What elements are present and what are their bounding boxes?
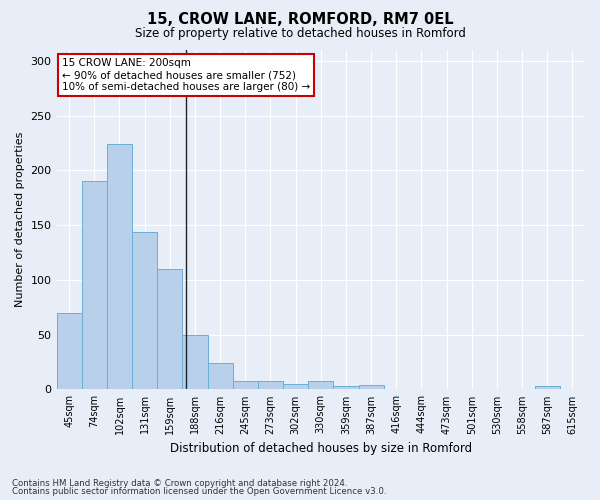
Bar <box>132 232 157 390</box>
Text: Size of property relative to detached houses in Romford: Size of property relative to detached ho… <box>134 28 466 40</box>
Bar <box>535 386 560 390</box>
Bar <box>56 313 82 390</box>
Text: Contains public sector information licensed under the Open Government Licence v3: Contains public sector information licen… <box>12 487 386 496</box>
Bar <box>208 363 233 390</box>
X-axis label: Distribution of detached houses by size in Romford: Distribution of detached houses by size … <box>170 442 472 455</box>
Bar <box>283 384 308 390</box>
Bar <box>182 334 208 390</box>
Bar <box>82 182 107 390</box>
Bar <box>157 269 182 390</box>
Bar <box>334 386 359 390</box>
Bar <box>107 144 132 390</box>
Y-axis label: Number of detached properties: Number of detached properties <box>15 132 25 308</box>
Bar <box>233 380 258 390</box>
Text: 15, CROW LANE, ROMFORD, RM7 0EL: 15, CROW LANE, ROMFORD, RM7 0EL <box>146 12 454 28</box>
Text: Contains HM Land Registry data © Crown copyright and database right 2024.: Contains HM Land Registry data © Crown c… <box>12 478 347 488</box>
Bar <box>308 380 334 390</box>
Bar <box>359 385 383 390</box>
Text: 15 CROW LANE: 200sqm
← 90% of detached houses are smaller (752)
10% of semi-deta: 15 CROW LANE: 200sqm ← 90% of detached h… <box>62 58 310 92</box>
Bar <box>258 380 283 390</box>
